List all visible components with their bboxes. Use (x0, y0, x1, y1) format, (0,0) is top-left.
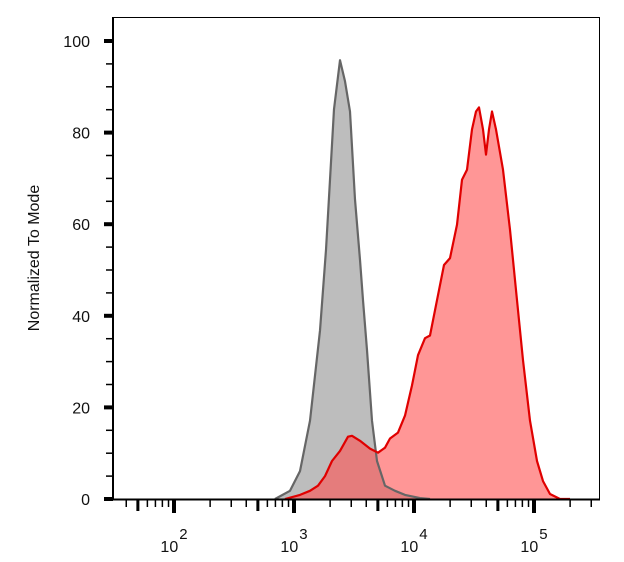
y-tick-label: 40 (72, 309, 90, 326)
y-tick-label: 0 (81, 492, 90, 509)
y-tick-label: 100 (63, 34, 90, 51)
x-tick-label: 103 (280, 526, 307, 556)
y-axis-label: Normalized To Mode (26, 185, 43, 332)
y-tick-label: 20 (72, 400, 90, 417)
series-0-line (274, 59, 431, 501)
y-tick-label: 60 (72, 217, 90, 234)
series-1-fill (285, 107, 570, 500)
x-tick-label: 104 (400, 526, 427, 556)
series-1-line (284, 106, 570, 501)
y-tick-label: 80 (72, 126, 90, 143)
x-tick-label: 105 (520, 526, 547, 556)
series-layer (274, 59, 570, 501)
x-tick-label: 102 (160, 526, 187, 556)
axes-layer: 0 20 40 60 80 100 102 103 104 105 (63, 34, 593, 556)
